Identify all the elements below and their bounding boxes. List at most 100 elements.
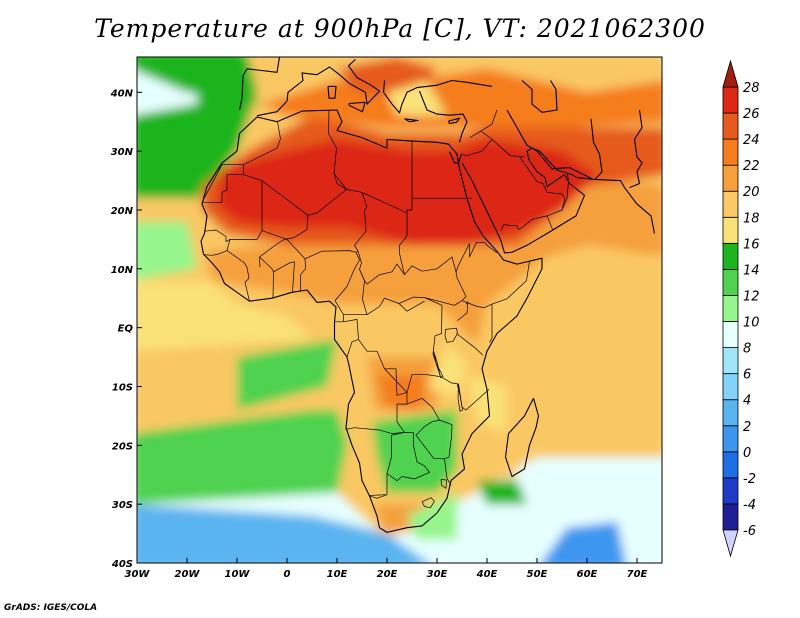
country-border bbox=[424, 271, 467, 306]
colorbar-label: 4 bbox=[743, 394, 751, 409]
colorbar-label: 12 bbox=[743, 289, 760, 304]
coastline bbox=[504, 398, 540, 478]
colorbar-label: 18 bbox=[743, 211, 760, 226]
colorbar-box bbox=[722, 190, 739, 218]
coastline bbox=[447, 117, 461, 125]
temperature-contour-fill bbox=[137, 410, 347, 504]
temperature-contour-fill bbox=[237, 339, 337, 410]
temperature-contour-fill bbox=[137, 221, 197, 280]
country-border bbox=[561, 174, 569, 211]
temperature-contour-fill bbox=[467, 374, 507, 434]
colorbar-box bbox=[722, 425, 739, 453]
y-tick-label: EQ bbox=[118, 324, 134, 335]
colorbar-label: 10 bbox=[743, 316, 760, 331]
colorbar-label: 2 bbox=[743, 420, 751, 435]
country-border bbox=[500, 156, 566, 231]
y-tick-label: 30S bbox=[112, 500, 133, 511]
colorbar-label: -2 bbox=[743, 472, 756, 487]
x-tick-label: 10W bbox=[225, 569, 251, 580]
country-border bbox=[404, 241, 498, 275]
country-border bbox=[480, 109, 498, 132]
country-border bbox=[358, 339, 408, 497]
colorbar-label: 22 bbox=[743, 159, 760, 174]
x-tick-label: 20E bbox=[377, 569, 398, 580]
colorbar-box bbox=[722, 399, 739, 427]
country-border bbox=[359, 269, 443, 316]
colorbar-box bbox=[722, 269, 739, 296]
colorbar-box bbox=[722, 477, 739, 505]
y-tick-label: 10S bbox=[112, 382, 133, 393]
country-border bbox=[433, 351, 444, 379]
x-tick-label: 40E bbox=[476, 569, 498, 580]
colorbar-box bbox=[722, 242, 739, 270]
country-border bbox=[273, 261, 295, 292]
colorbar-box bbox=[722, 216, 739, 244]
country-border bbox=[203, 239, 231, 256]
colorbar-label: 14 bbox=[743, 263, 760, 278]
x-tick-label: 50E bbox=[527, 569, 548, 580]
country-border bbox=[261, 230, 306, 291]
colorbar-box bbox=[722, 164, 739, 192]
colorbar-top-arrow bbox=[722, 59, 739, 88]
temperature-contour-fill bbox=[217, 139, 597, 246]
y-tick-label: 10N bbox=[111, 265, 134, 276]
country-border bbox=[259, 256, 274, 298]
colorbar-label: -6 bbox=[743, 524, 756, 539]
temperature-contour-fill bbox=[427, 345, 467, 399]
x-tick-label: 20W bbox=[175, 569, 201, 580]
colorbar-box bbox=[722, 451, 739, 479]
colorbar-label: 6 bbox=[743, 368, 751, 383]
coastline bbox=[521, 80, 558, 113]
temperature-contour-fill bbox=[137, 57, 262, 105]
coastline bbox=[256, 58, 381, 117]
country-border bbox=[456, 333, 484, 356]
colorbar-label: 16 bbox=[743, 237, 760, 252]
country-border bbox=[457, 301, 469, 321]
country-border bbox=[457, 383, 463, 412]
x-tick-label: 10E bbox=[327, 569, 348, 580]
colorbar-label: 24 bbox=[743, 133, 760, 148]
colorbar-label: 26 bbox=[743, 107, 760, 122]
coastline bbox=[348, 101, 366, 113]
x-tick-label: 0 bbox=[284, 569, 291, 580]
country-border bbox=[201, 164, 244, 203]
coastline bbox=[448, 151, 463, 164]
y-tick-label: 30N bbox=[111, 147, 134, 158]
country-border bbox=[333, 173, 347, 190]
country-border bbox=[444, 327, 458, 343]
country-border bbox=[345, 427, 413, 434]
coastline bbox=[404, 118, 419, 123]
colorbar-label: 20 bbox=[743, 185, 760, 200]
country-border bbox=[440, 479, 447, 489]
coastline bbox=[382, 79, 493, 114]
country-border bbox=[304, 250, 360, 301]
country-border bbox=[489, 304, 493, 343]
temperature-field bbox=[137, 57, 662, 563]
colorbar-box bbox=[722, 112, 739, 140]
country-border bbox=[444, 458, 452, 486]
y-axis: 40S 30S 20S 10S EQ 10N 20N 30N 40N bbox=[110, 88, 142, 570]
temperature-contour-fill bbox=[137, 504, 429, 563]
country-borders bbox=[200, 57, 656, 533]
coastline bbox=[418, 90, 468, 143]
colorbar-label: 8 bbox=[743, 342, 751, 357]
map-frame bbox=[136, 56, 663, 564]
x-tick-label: 30E bbox=[427, 569, 448, 580]
colorbar-box bbox=[722, 295, 739, 322]
grads-credit: GrADS: IGES/COLA bbox=[4, 603, 98, 613]
country-border bbox=[243, 121, 281, 166]
colorbar-box bbox=[722, 86, 739, 114]
country-border bbox=[369, 494, 388, 499]
colorbar-box bbox=[722, 503, 739, 531]
temperature-contour-fill bbox=[477, 480, 527, 505]
colorbar-label: 28 bbox=[743, 81, 760, 96]
country-border bbox=[386, 432, 430, 481]
country-border bbox=[421, 497, 435, 509]
colorbar-bottom-arrow bbox=[722, 529, 739, 558]
chart-title: Temperature at 900hPa [C], VT: 202106230… bbox=[94, 14, 706, 43]
colorbar-box bbox=[722, 373, 739, 401]
y-tick-label: 20S bbox=[112, 441, 133, 452]
coastline bbox=[590, 118, 603, 180]
coastline bbox=[200, 109, 543, 533]
